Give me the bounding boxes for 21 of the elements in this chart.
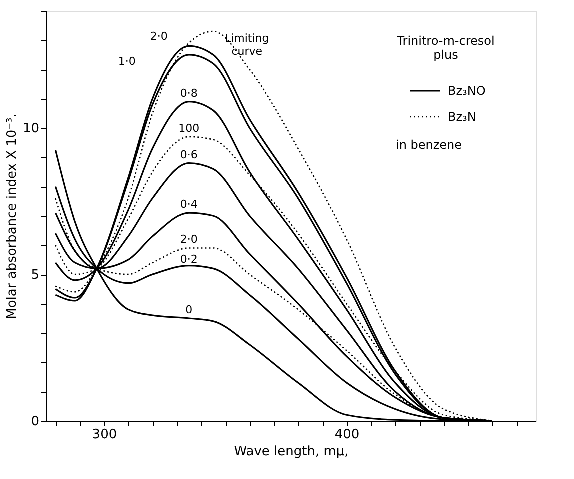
series-label: 0·2 <box>180 252 198 266</box>
series-label: 0·4 <box>180 198 198 212</box>
y-tick-label: 5 <box>31 268 40 284</box>
x-tick-label: 400 <box>334 428 360 442</box>
x-tick-label: 300 <box>92 428 118 442</box>
y-tick-label: 0 <box>31 414 40 430</box>
series-label: 2·0 <box>180 233 198 246</box>
x-axis-title: Wave length, mμ, <box>234 444 349 460</box>
series-label: Limiting curve <box>224 32 270 58</box>
series-label: 0·8 <box>180 86 198 100</box>
series-label: 0·6 <box>180 148 198 162</box>
annotation: Trinitro-m-cresol plus <box>396 34 495 62</box>
y-axis-title: Molar absorbance index X 10⁻³. <box>4 114 20 320</box>
series-label: 100 <box>178 122 200 135</box>
annotation: Bz₃N <box>448 110 476 124</box>
annotation: Bz₃NO <box>448 84 486 98</box>
y-tick-label: 10 <box>22 122 40 137</box>
text: 1·0 <box>118 54 136 68</box>
annotation: in benzene <box>396 138 462 152</box>
series-label: 2·0 <box>150 30 168 44</box>
series-label: 0 <box>186 304 193 316</box>
